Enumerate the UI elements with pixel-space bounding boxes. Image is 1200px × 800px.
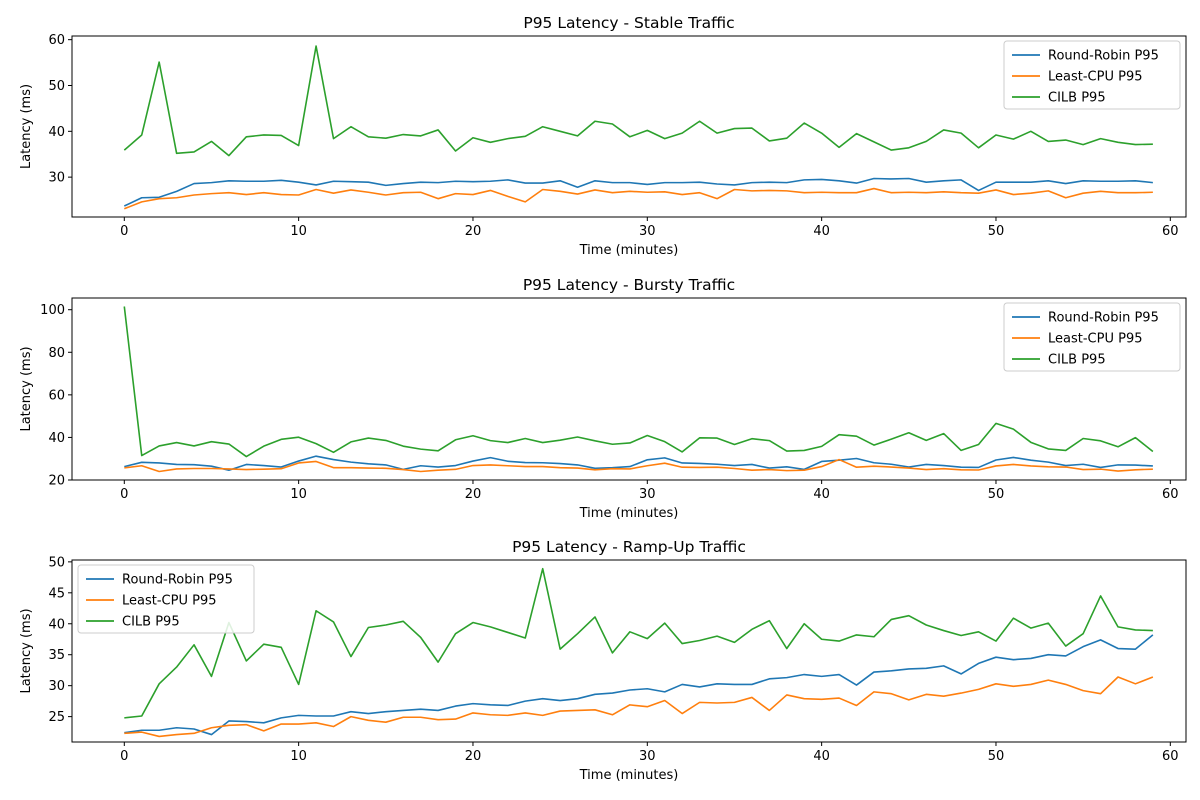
x-tick-label: 30 (639, 224, 656, 239)
x-tick-label: 20 (465, 224, 482, 239)
series-line-1 (124, 187, 1153, 210)
x-tick-label: 50 (988, 224, 1005, 239)
x-tick-label: 60 (1162, 224, 1179, 239)
legend: Round-Robin P95 Least-CPU P95 CILB P95 (77, 564, 255, 634)
legend-label: Least-CPU P95 (1048, 332, 1143, 347)
y-tick-label: 30 (48, 679, 65, 694)
y-tick-label: 25 (48, 710, 65, 725)
y-tick-label: 45 (48, 586, 65, 601)
y-tick-label: 50 (48, 555, 65, 570)
x-tick-label: 40 (813, 749, 830, 764)
y-tick-label: 30 (48, 171, 65, 186)
x-tick-label: 10 (290, 749, 307, 764)
chart-title: P95 Latency - Stable Traffic (523, 14, 734, 32)
x-tick-label: 0 (120, 749, 128, 764)
x-tick-label: 30 (639, 749, 656, 764)
legend: Round-Robin P95 Least-CPU P95 CILB P95 (1003, 302, 1181, 372)
x-tick-label: 50 (988, 487, 1005, 502)
x-tick-label: 20 (465, 487, 482, 502)
x-tick-label: 0 (120, 487, 128, 502)
legend-box (1003, 40, 1181, 110)
series-line-0 (123, 177, 1153, 207)
y-tick-label: 50 (48, 79, 65, 94)
chart-panel-1: P95 Latency - Bursty Traffic 0 10 20 30 40 50 6… (19, 276, 1187, 521)
x-tick-label: 10 (290, 224, 307, 239)
series-line-2 (124, 567, 1153, 719)
legend-label: CILB P95 (1048, 353, 1106, 368)
x-tick-label: 40 (813, 224, 830, 239)
legend-label: Round-Robin P95 (122, 573, 233, 588)
y-tick-label: 60 (48, 33, 65, 48)
x-tick-label: 60 (1162, 487, 1179, 502)
y-tick-label: 40 (48, 617, 65, 632)
y-tick-label: 80 (48, 346, 65, 361)
y-axis-label: Latency (ms) (19, 608, 34, 693)
chart-panel-2: P95 Latency - Ramp-Up Traffic 0 10 20 30 40 50… (19, 538, 1187, 783)
legend: Round-Robin P95 Least-CPU P95 CILB P95 (1003, 40, 1181, 110)
plot-frame (71, 297, 1187, 481)
legend-label: Least-CPU P95 (122, 594, 217, 609)
y-axis-label: Latency (ms) (19, 346, 34, 431)
y-tick-label: 20 (48, 474, 65, 489)
series-line-2 (123, 45, 1153, 157)
legend-box (1003, 302, 1181, 372)
x-axis-label: Time (minutes) (579, 768, 679, 783)
x-axis-label: Time (minutes) (579, 243, 679, 258)
legend-box (77, 564, 255, 634)
y-tick-label: 60 (48, 388, 65, 403)
x-tick-label: 60 (1162, 749, 1179, 764)
legend-label: CILB P95 (1048, 91, 1106, 106)
x-tick-label: 30 (639, 487, 656, 502)
legend-label: Round-Robin P95 (1048, 311, 1159, 326)
chart-title: P95 Latency - Ramp-Up Traffic (512, 538, 746, 556)
x-axis-label: Time (minutes) (579, 506, 679, 521)
y-tick-label: 40 (48, 431, 65, 446)
series-line-2 (123, 306, 1154, 458)
x-tick-label: 0 (120, 224, 128, 239)
y-axis-label: Latency (ms) (19, 84, 34, 169)
x-tick-label: 20 (465, 749, 482, 764)
legend-label: Least-CPU P95 (1048, 70, 1143, 85)
x-tick-label: 10 (290, 487, 307, 502)
series-line-1 (124, 676, 1154, 738)
plot-frame (71, 35, 1187, 218)
x-tick-label: 40 (813, 487, 830, 502)
y-tick-label: 35 (48, 648, 65, 663)
series-line-0 (124, 634, 1154, 736)
x-tick-label: 50 (988, 749, 1005, 764)
chart-title: P95 Latency - Bursty Traffic (523, 276, 735, 294)
legend-label: Round-Robin P95 (1048, 49, 1159, 64)
series-line-0 (124, 455, 1153, 472)
series-line-1 (124, 458, 1153, 473)
y-tick-label: 100 (40, 303, 65, 318)
plot-frame (71, 559, 1187, 743)
legend-label: CILB P95 (122, 615, 180, 630)
chart-panel-0: P95 Latency - Stable Traffic 0 10 20 30 40 50 6… (19, 14, 1187, 258)
y-tick-label: 40 (48, 125, 65, 140)
